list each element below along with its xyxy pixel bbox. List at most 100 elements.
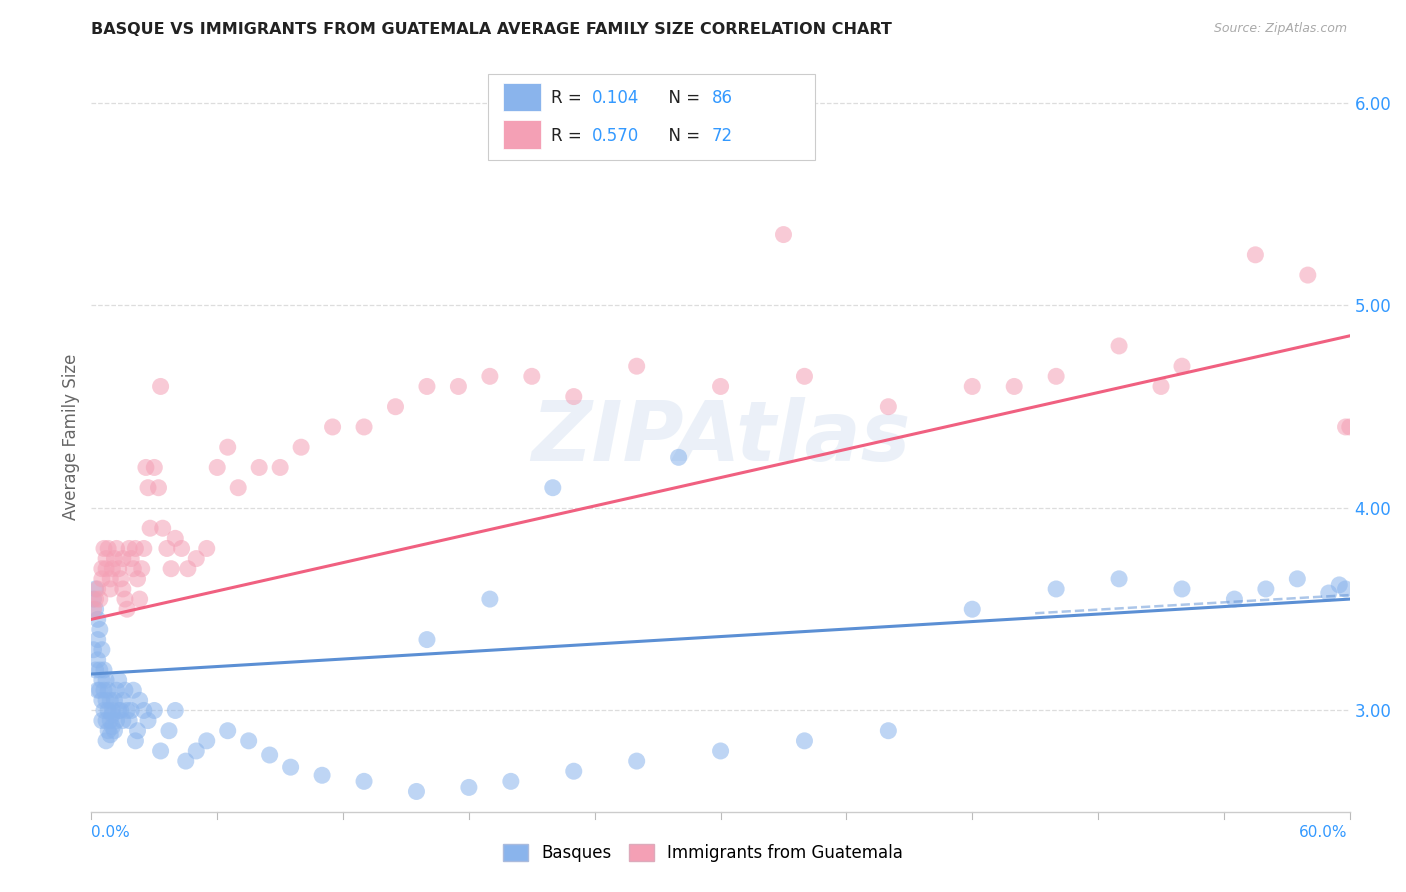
Point [93, 541, 115, 556]
Text: ZIPAtlas: ZIPAtlas [531, 397, 910, 477]
Point [1223, 592, 1246, 607]
Point [103, 551, 125, 566]
Point [1317, 586, 1340, 600]
Point [124, 541, 146, 556]
Point [110, 703, 132, 717]
Point [105, 683, 128, 698]
Point [1339, 420, 1361, 434]
Legend: Basques, Immigrants from Guatemala: Basques, Immigrants from Guatemala [495, 836, 911, 871]
Point [90, 572, 112, 586]
Point [132, 541, 155, 556]
Point [82, 642, 104, 657]
Point [90, 714, 112, 728]
Point [105, 714, 128, 728]
Point [98, 693, 121, 707]
Y-axis label: Average Family Size: Average Family Size [62, 354, 80, 520]
Point [772, 227, 794, 242]
Point [136, 714, 159, 728]
Point [86, 683, 108, 698]
Point [186, 551, 208, 566]
Point [962, 602, 984, 616]
Point [170, 541, 193, 556]
Point [148, 481, 170, 495]
Point [93, 703, 115, 717]
Point [93, 683, 115, 698]
Point [165, 703, 187, 717]
Point [1045, 582, 1067, 596]
Point [186, 744, 208, 758]
Point [124, 734, 146, 748]
Point [89, 663, 111, 677]
FancyBboxPatch shape [488, 74, 815, 160]
Point [105, 541, 128, 556]
Point [93, 663, 115, 677]
Point [157, 723, 180, 738]
Point [280, 760, 302, 774]
Point [86, 582, 108, 596]
Point [107, 562, 129, 576]
Point [101, 562, 124, 576]
Point [94, 693, 117, 707]
Point [290, 440, 312, 454]
Point [1334, 582, 1357, 596]
Point [101, 703, 124, 717]
Point [877, 400, 900, 414]
Point [89, 683, 111, 698]
Point [156, 541, 179, 556]
Point [541, 481, 564, 495]
Point [90, 673, 112, 687]
Point [98, 582, 121, 596]
Point [127, 723, 149, 738]
Point [247, 460, 270, 475]
Point [562, 764, 585, 779]
Point [152, 521, 174, 535]
Point [1108, 339, 1130, 353]
Point [1296, 268, 1319, 282]
Point [149, 379, 172, 393]
Point [962, 379, 984, 393]
Point [122, 562, 145, 576]
Point [709, 744, 731, 758]
Point [226, 481, 249, 495]
Point [114, 592, 136, 607]
Point [115, 602, 138, 616]
Text: R =: R = [551, 89, 586, 107]
Point [195, 541, 218, 556]
Point [520, 369, 543, 384]
Text: R =: R = [551, 127, 586, 145]
Point [217, 723, 239, 738]
Point [94, 562, 117, 576]
Point [101, 720, 124, 734]
Point [97, 541, 120, 556]
Point [98, 714, 121, 728]
Point [84, 602, 107, 616]
Point [269, 460, 291, 475]
Point [84, 582, 107, 596]
Point [478, 592, 501, 607]
Point [107, 673, 129, 687]
Text: 0.0%: 0.0% [91, 825, 131, 840]
Point [259, 747, 281, 762]
Point [94, 714, 117, 728]
Point [793, 734, 815, 748]
Point [101, 707, 124, 722]
Point [1002, 379, 1025, 393]
Point [1254, 582, 1277, 596]
Point [626, 359, 648, 374]
Point [86, 612, 108, 626]
Point [107, 703, 129, 717]
Point [174, 754, 197, 768]
Point [111, 582, 134, 596]
Point [1329, 578, 1351, 592]
Point [165, 532, 187, 546]
Point [90, 642, 112, 657]
FancyBboxPatch shape [503, 120, 541, 149]
Point [205, 460, 228, 475]
Point [84, 592, 107, 607]
Text: BASQUE VS IMMIGRANTS FROM GUATEMALA AVERAGE FAMILY SIZE CORRELATION CHART: BASQUE VS IMMIGRANTS FROM GUATEMALA AVER… [91, 22, 893, 37]
Point [110, 572, 132, 586]
Point [103, 723, 125, 738]
Point [127, 572, 149, 586]
Point [1171, 582, 1194, 596]
Point [103, 693, 125, 707]
